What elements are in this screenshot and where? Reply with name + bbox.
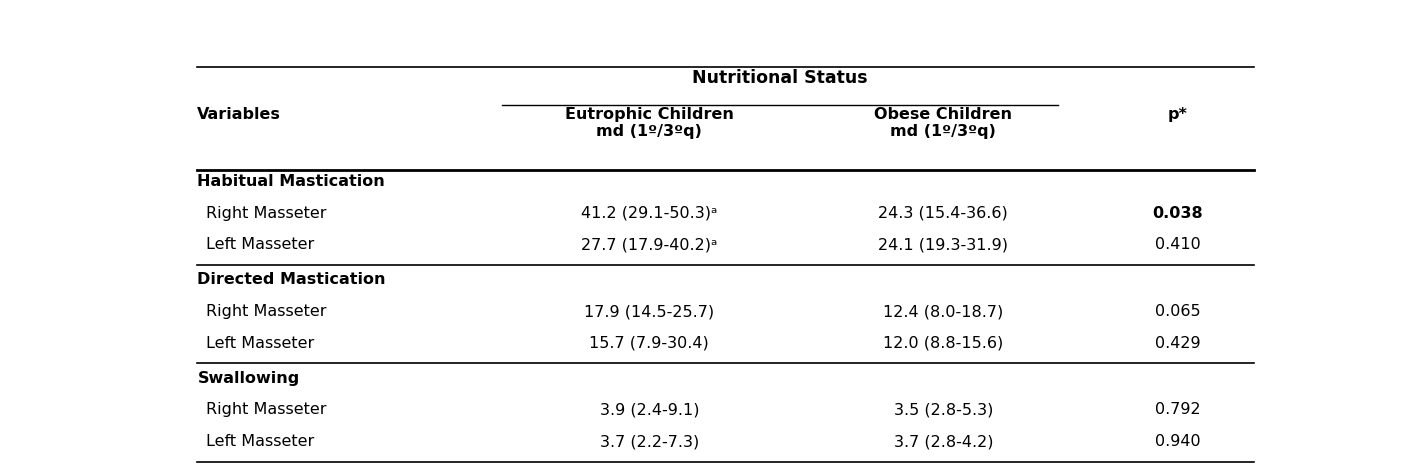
Text: Right Masseter: Right Masseter <box>207 402 326 417</box>
Text: 3.9 (2.4-9.1): 3.9 (2.4-9.1) <box>600 402 700 417</box>
Text: 12.0 (8.8-15.6): 12.0 (8.8-15.6) <box>884 336 1003 351</box>
Text: Left Masseter: Left Masseter <box>207 434 315 449</box>
Text: Habitual Mastication: Habitual Mastication <box>197 174 385 189</box>
Text: Left Masseter: Left Masseter <box>207 237 315 252</box>
Text: Nutritional Status: Nutritional Status <box>693 69 868 87</box>
Text: Directed Mastication: Directed Mastication <box>197 272 386 287</box>
Text: 3.5 (2.8-5.3): 3.5 (2.8-5.3) <box>894 402 993 417</box>
Text: 3.7 (2.8-4.2): 3.7 (2.8-4.2) <box>894 434 993 449</box>
Text: 12.4 (8.0-18.7): 12.4 (8.0-18.7) <box>884 304 1003 319</box>
Text: Eutrophic Children
md (1º/3ºq): Eutrophic Children md (1º/3ºq) <box>565 107 733 139</box>
Text: 27.7 (17.9-40.2)ᵃ: 27.7 (17.9-40.2)ᵃ <box>582 237 718 252</box>
Text: 24.3 (15.4-36.6): 24.3 (15.4-36.6) <box>878 206 1009 221</box>
Text: 3.7 (2.2-7.3): 3.7 (2.2-7.3) <box>600 434 698 449</box>
Text: Obese Children
md (1º/3ºq): Obese Children md (1º/3ºq) <box>874 107 1012 139</box>
Text: p*: p* <box>1168 107 1187 122</box>
Text: 0.940: 0.940 <box>1155 434 1200 449</box>
Text: Swallowing: Swallowing <box>197 371 299 386</box>
Text: 15.7 (7.9-30.4): 15.7 (7.9-30.4) <box>590 336 710 351</box>
Text: 0.065: 0.065 <box>1155 304 1200 319</box>
Text: 0.410: 0.410 <box>1155 237 1200 252</box>
Text: Left Masseter: Left Masseter <box>207 336 315 351</box>
Text: Variables: Variables <box>197 107 281 122</box>
Text: Right Masseter: Right Masseter <box>207 304 326 319</box>
Text: 0.792: 0.792 <box>1155 402 1200 417</box>
Text: 17.9 (14.5-25.7): 17.9 (14.5-25.7) <box>584 304 714 319</box>
Text: 24.1 (19.3-31.9): 24.1 (19.3-31.9) <box>878 237 1009 252</box>
Text: 41.2 (29.1-50.3)ᵃ: 41.2 (29.1-50.3)ᵃ <box>582 206 718 221</box>
Text: 0.429: 0.429 <box>1155 336 1200 351</box>
Text: Right Masseter: Right Masseter <box>207 206 326 221</box>
Text: 0.038: 0.038 <box>1152 206 1203 221</box>
